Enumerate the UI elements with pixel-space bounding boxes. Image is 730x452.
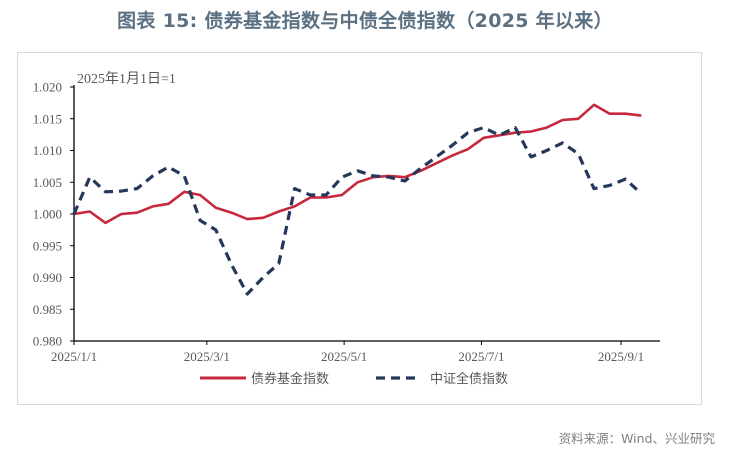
legend-label-bond-fund: 债券基金指数 <box>251 371 329 387</box>
x-axis: 2025/1/1 2025/3/1 2025/5/1 2025/7/1 2025/9/1 <box>51 340 660 364</box>
y-tick-label: 1.015 <box>33 111 62 126</box>
y-tick-label: 1.005 <box>33 175 62 190</box>
chinabond-index-line <box>72 125 643 296</box>
y-tick-label: 1.000 <box>33 207 62 222</box>
y-axis: 1.020 1.015 1.010 1.005 1.000 0.995 0.990 0.985… <box>33 80 75 349</box>
y-tick-label: 0.985 <box>33 302 62 317</box>
x-tick-label: 2025/7/1 <box>458 349 504 364</box>
y-tick-label: 0.995 <box>33 238 62 253</box>
y-tick-label: 0.980 <box>33 334 62 349</box>
x-tick-label: 2025/5/1 <box>321 349 367 364</box>
legend: 债券基金指数 中证全债指数 <box>200 371 508 387</box>
y-tick-label: 0.990 <box>33 270 62 285</box>
x-tick-label: 2025/3/1 <box>184 349 230 364</box>
chart-title: 图表 15: 债券基金指数与中债全债指数（2025 年以来） <box>117 10 613 32</box>
legend-label-chinabond: 中证全债指数 <box>430 371 508 387</box>
x-tick-label: 2025/1/1 <box>51 349 97 364</box>
source-note: 资料来源：Wind、兴业研究 <box>558 431 715 446</box>
base-date-annotation: 2025年1月1日=1 <box>77 71 176 87</box>
y-tick-label: 1.010 <box>33 143 62 158</box>
bond-fund-index-line <box>73 103 642 225</box>
y-tick-label: 1.020 <box>33 80 62 95</box>
x-tick-label: 2025/9/1 <box>598 349 644 364</box>
